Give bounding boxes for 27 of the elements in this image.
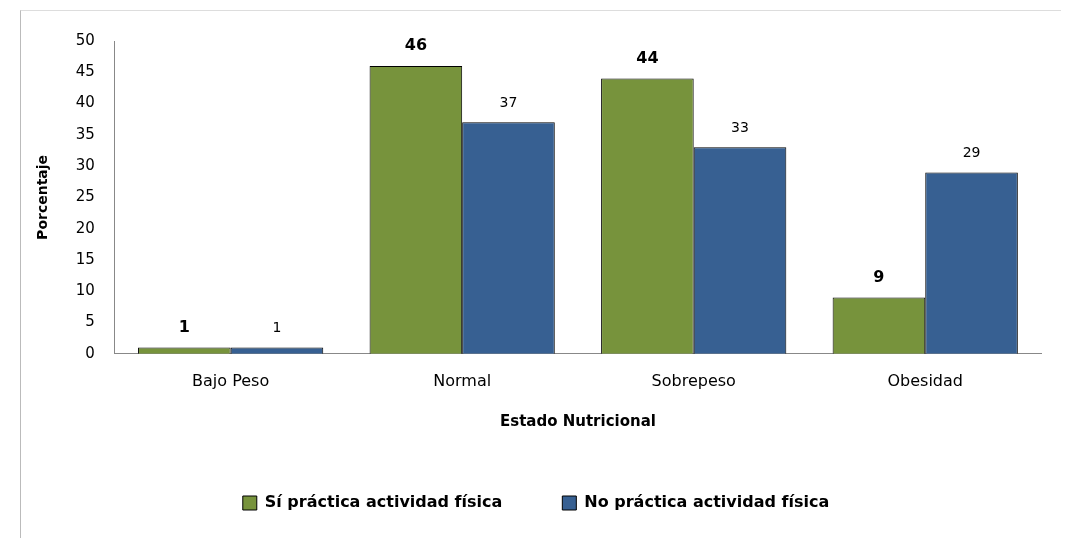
y-tick-label: 15 bbox=[75, 249, 95, 268]
data-label: 29 bbox=[962, 144, 981, 161]
x-tick-label: Normal bbox=[433, 370, 492, 390]
legend-label: No práctica actividad física bbox=[584, 492, 830, 512]
data-label: 44 bbox=[636, 47, 659, 67]
y-tick-label: 20 bbox=[75, 218, 95, 237]
y-tick-label: 45 bbox=[75, 62, 95, 81]
y-tick-label: 0 bbox=[85, 343, 95, 362]
x-axis-title: Estado Nutricional bbox=[499, 411, 656, 430]
data-label: 33 bbox=[731, 118, 749, 135]
y-tick-label: 25 bbox=[75, 187, 95, 206]
data-label: 46 bbox=[404, 35, 428, 55]
data-label: 9 bbox=[873, 266, 885, 286]
y-tick-label: 30 bbox=[75, 156, 95, 175]
y-tick-label: 35 bbox=[75, 124, 95, 143]
legend-label: Sí práctica actividad física bbox=[264, 492, 503, 512]
y-tick-label: 50 bbox=[75, 30, 95, 49]
y-axis-title: Porcentaje bbox=[34, 154, 51, 240]
data-label: 1 bbox=[178, 316, 190, 336]
x-tick-label: Bajo Peso bbox=[192, 370, 270, 390]
data-label: 1 bbox=[272, 319, 282, 336]
x-tick-label: Obesidad bbox=[887, 370, 963, 390]
data-label: 37 bbox=[499, 93, 518, 110]
y-tick-label: 5 bbox=[85, 312, 95, 331]
y-tick-label: 40 bbox=[75, 93, 95, 112]
x-tick-label: Sobrepeso bbox=[651, 370, 736, 390]
y-tick-label: 10 bbox=[75, 281, 95, 300]
